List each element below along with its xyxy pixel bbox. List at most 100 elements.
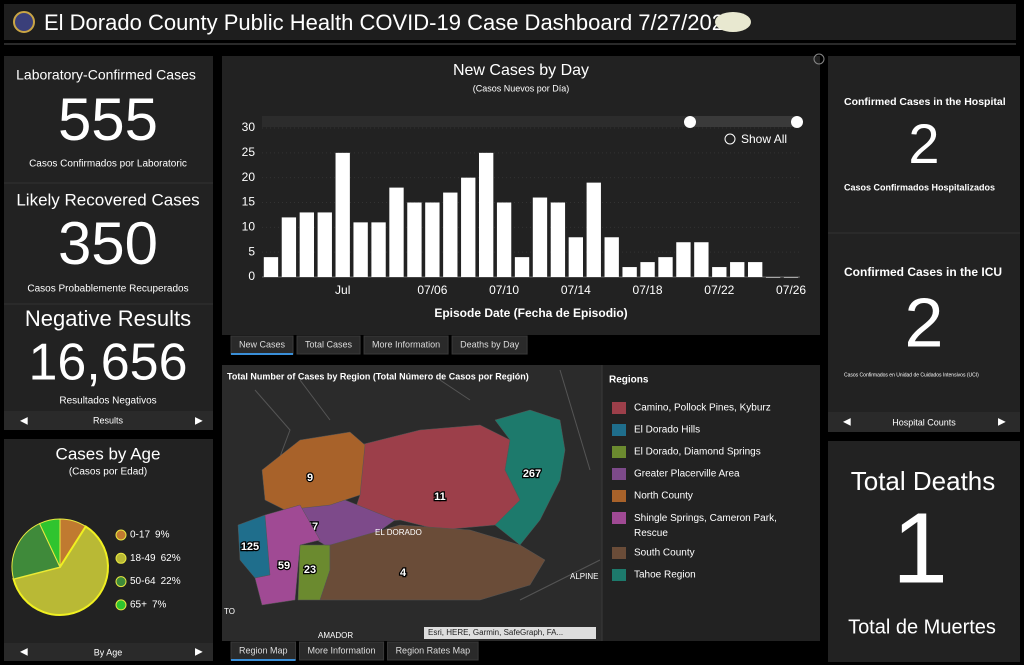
bar-title: New Cases by Day — [453, 62, 589, 79]
logo — [715, 12, 751, 32]
bar — [676, 242, 691, 277]
zoom-track — [262, 116, 690, 127]
region-count: 23 — [304, 564, 316, 576]
next-arrow[interactable]: ▶ — [195, 416, 203, 427]
county-seal — [13, 11, 35, 33]
prev-arrow[interactable]: ◀ — [20, 647, 28, 658]
tab-label[interactable]: More Information — [372, 339, 440, 349]
bar — [712, 267, 727, 277]
zoom-icon[interactable] — [724, 133, 736, 145]
bar — [496, 202, 512, 277]
footer-label: Hospital Counts — [892, 417, 956, 427]
bar — [461, 177, 476, 277]
bar — [317, 212, 332, 277]
panel-footer — [4, 411, 213, 430]
bar — [514, 257, 530, 277]
prev-arrow[interactable]: ◀ — [843, 417, 851, 428]
show-all-button[interactable]: Show All — [741, 132, 787, 146]
tab-label[interactable]: New Cases — [239, 339, 286, 349]
pie-title: Cases by Age — [56, 444, 161, 463]
bar — [550, 202, 566, 277]
map-regions: 1112523579594267 — [237, 409, 566, 606]
legend-swatch — [115, 599, 127, 611]
bar — [622, 267, 637, 277]
region-count: 267 — [523, 468, 541, 480]
region-count: 9 — [307, 472, 313, 484]
indicator-value: 350 — [58, 210, 158, 277]
zoom-slider[interactable] — [690, 116, 797, 127]
indicator-subtitle: Casos Confirmados por Laboratoric — [29, 159, 187, 170]
indicator-subtitle: Casos Confirmados Hospitalizados — [844, 182, 995, 192]
pie-subtitle: (Casos por Edad) — [69, 467, 147, 478]
region-shape[interactable] — [494, 409, 566, 546]
tab[interactable] — [363, 335, 449, 355]
bar — [532, 197, 548, 277]
tab[interactable] — [296, 335, 361, 355]
bar — [335, 152, 350, 277]
x-tick-label: 07/10 — [489, 283, 519, 297]
indicator-value: 2 — [905, 283, 944, 361]
region-shape[interactable] — [319, 524, 546, 601]
region-shape[interactable] — [254, 504, 321, 606]
legend-label: Greater Placerville Area — [634, 469, 740, 480]
bar — [604, 237, 619, 277]
bar-subtitle: (Casos Nuevos por Día) — [473, 83, 570, 93]
legend-swatch — [612, 424, 626, 436]
legend-label: South County — [634, 548, 695, 559]
tab-label[interactable]: Region Rates Map — [396, 645, 471, 655]
place-label: EL DORADO — [375, 528, 422, 537]
bar — [640, 262, 655, 277]
indicator-title: Confirmed Cases in the Hospital — [844, 96, 1006, 108]
header — [4, 4, 1016, 40]
slider-handle[interactable] — [791, 116, 803, 128]
tab[interactable] — [387, 641, 479, 661]
legend-label: El Dorado, Diamond Springs — [634, 447, 761, 458]
tab-label[interactable]: More Information — [308, 645, 376, 655]
legend-swatch — [612, 446, 626, 458]
indicator-title: Confirmed Cases in the ICU — [844, 265, 1002, 279]
bar — [389, 187, 404, 277]
next-arrow[interactable]: ▶ — [998, 417, 1006, 428]
next-arrow[interactable]: ▶ — [195, 647, 203, 658]
y-tick-label: 10 — [242, 220, 256, 234]
legend-swatch — [612, 402, 626, 414]
footer-label: Results — [93, 415, 124, 425]
y-tick-label: 30 — [242, 120, 256, 134]
expand-button[interactable] — [813, 53, 825, 65]
legend-label: 0-17 — [130, 530, 150, 541]
slider-handle[interactable] — [684, 116, 696, 128]
legend-label: North County — [634, 491, 693, 502]
place-label: ALPINE — [570, 572, 598, 581]
bar — [263, 257, 279, 277]
header-title: El Dorado County Public Health COVID-19 … — [44, 10, 736, 35]
region-count: 4 — [400, 567, 407, 579]
prev-arrow[interactable]: ◀ — [20, 416, 28, 427]
tab[interactable] — [299, 641, 385, 661]
legend-swatch — [612, 569, 626, 581]
results-panel — [4, 56, 213, 430]
x-tick-label: 07/06 — [417, 283, 447, 297]
region-count: 11 — [434, 491, 446, 503]
tab-label[interactable]: Region Map — [239, 645, 288, 655]
legend-label-line: Rescue — [634, 528, 668, 539]
indicator-subtitle: Casos Confirmados en Unidad de Cuidados … — [844, 372, 979, 378]
region-shape[interactable] — [261, 431, 366, 511]
bar — [299, 212, 315, 277]
legend-label-line: Shingle Springs, Cameron Park, — [634, 513, 777, 524]
legend-swatch — [612, 490, 626, 502]
place-label: AMADOR — [318, 631, 353, 640]
tab-label[interactable]: Total Cases — [305, 339, 353, 349]
tab-label[interactable]: Deaths by Day — [460, 339, 520, 349]
x-axis-title: Episode Date (Fecha de Episodio) — [434, 306, 627, 320]
map-tabs: Region Map More Information Region Rates M… — [230, 641, 479, 661]
y-tick-label: 0 — [248, 269, 255, 283]
pie-chart: 0-17 9% 18-49 62% 50-64 22% 65+ 7% — [11, 518, 181, 616]
pie-slice — [12, 525, 109, 616]
legend-swatch — [115, 576, 127, 588]
x-tick-label: 07/18 — [633, 283, 663, 297]
tab[interactable] — [451, 335, 528, 355]
indicator-value: 2 — [908, 112, 939, 175]
legend-label: 50-64 — [130, 576, 156, 587]
bar — [765, 277, 781, 278]
